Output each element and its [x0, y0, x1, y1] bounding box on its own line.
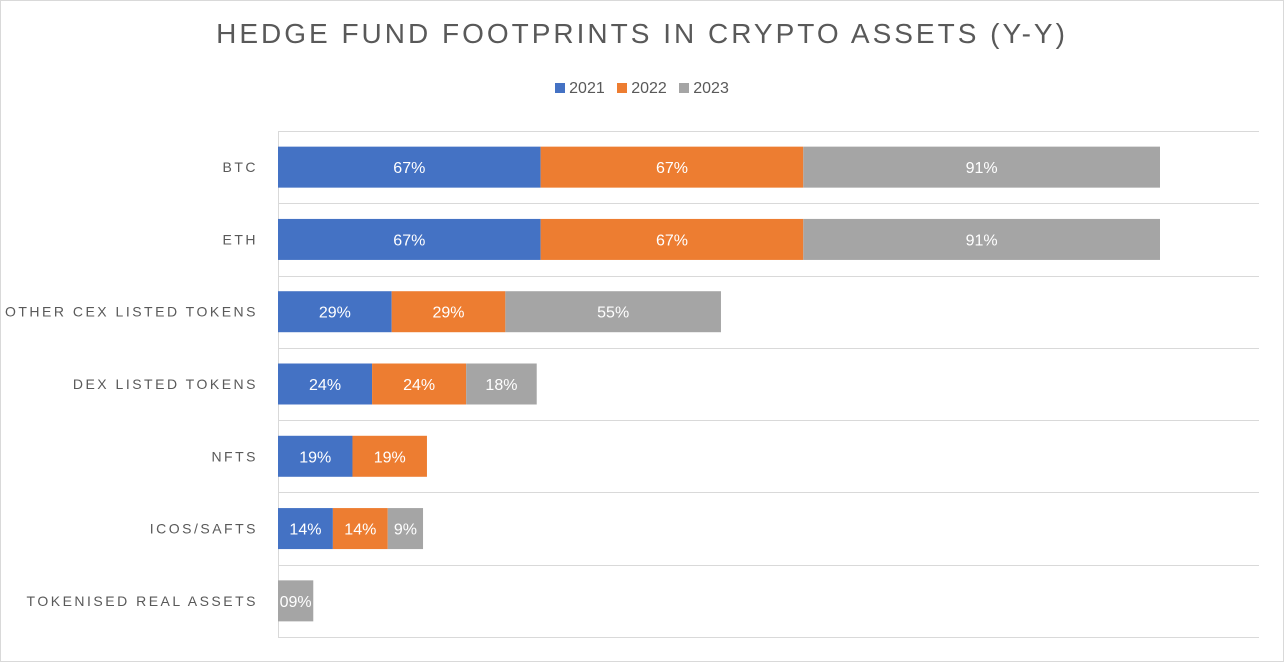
bar-2022 — [332, 508, 388, 550]
legend-item-2022: 2022 — [617, 80, 667, 98]
data-label-2023: 91% — [966, 232, 998, 249]
legend-label-2023: 2023 — [693, 80, 729, 97]
legend-label-2021: 2021 — [569, 80, 605, 97]
bar-2021 — [278, 291, 392, 333]
legend-swatch-2021 — [555, 83, 566, 93]
category-label: NFTS — [211, 448, 258, 464]
category-label: ETH — [223, 231, 259, 247]
legend-swatch-2023 — [679, 83, 690, 93]
bar-2022 — [540, 218, 804, 260]
bar-2023 — [466, 363, 537, 405]
chart-title: HEDGE FUND FOOTPRINTS IN CRYPTO ASSETS (… — [216, 18, 1068, 49]
category-label: TOKENISED REAL ASSETS — [27, 593, 258, 609]
bar-2021 — [278, 435, 353, 477]
bar-2021 — [278, 363, 373, 405]
data-label-2021: 14% — [289, 522, 321, 539]
bar-2022 — [391, 291, 506, 333]
bar-2022 — [372, 363, 467, 405]
data-label-2022: 67% — [656, 160, 688, 177]
data-label-2022: 29% — [433, 305, 465, 322]
bar-2021 — [278, 508, 333, 550]
data-label-2023: 55% — [597, 305, 629, 322]
bar-2022 — [352, 435, 427, 477]
data-label-2022: 19% — [374, 449, 406, 466]
data-label-2021: 67% — [393, 232, 425, 249]
data-label-2023: 9% — [394, 522, 417, 539]
legend: 2021 2022 2023 — [0, 80, 1284, 98]
data-label-2023: 91% — [966, 160, 998, 177]
data-label-2021: 29% — [319, 305, 351, 322]
data-label-2023: 09% — [280, 594, 312, 611]
bar-2023 — [278, 580, 314, 622]
bar-2023 — [387, 508, 424, 550]
bar-2023 — [803, 218, 1160, 260]
data-label-2022: 14% — [344, 522, 376, 539]
category-label: OTHER CEX LISTED TOKENS — [5, 304, 258, 320]
data-label-2021: 67% — [393, 160, 425, 177]
legend-label-2022: 2022 — [631, 80, 667, 97]
data-label-2021: 19% — [299, 449, 331, 466]
bar-2023 — [803, 146, 1160, 188]
data-label-2022: 24% — [403, 377, 435, 394]
category-label: ICOS/SAFTS — [150, 521, 258, 537]
bar-2023 — [505, 291, 721, 333]
bar-2022 — [540, 146, 804, 188]
data-label-2021: 24% — [309, 377, 341, 394]
bar-2021 — [278, 218, 541, 260]
data-label-2022: 67% — [656, 232, 688, 249]
legend-item-2021: 2021 — [555, 80, 605, 98]
legend-item-2023: 2023 — [679, 80, 729, 98]
category-label: BTC — [223, 159, 259, 175]
category-label: DEX LISTED TOKENS — [73, 376, 258, 392]
legend-swatch-2022 — [617, 83, 628, 93]
data-label-2023: 18% — [485, 377, 517, 394]
bar-2021 — [278, 146, 541, 188]
